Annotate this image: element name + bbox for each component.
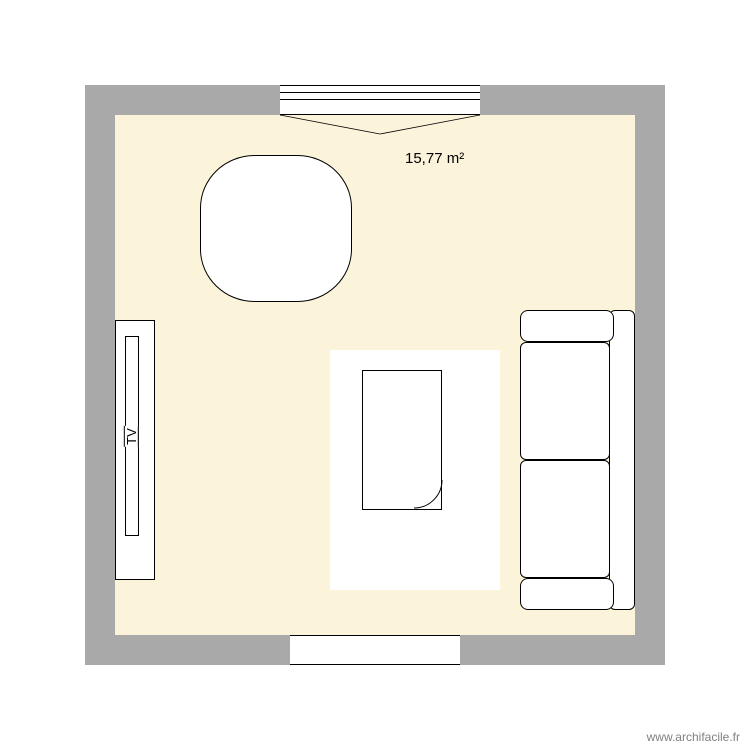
tv-label: TV bbox=[124, 426, 139, 447]
sofa bbox=[520, 310, 635, 610]
watermark: www.archifacile.fr bbox=[647, 730, 740, 744]
sofa-arm-top bbox=[520, 310, 614, 342]
wall-left bbox=[85, 85, 115, 665]
sofa-arm-bottom bbox=[520, 578, 614, 610]
sofa-seat-1 bbox=[520, 342, 610, 460]
coffee-table-door-arc bbox=[414, 468, 454, 510]
bottom-door-opening bbox=[290, 635, 460, 665]
floorplan-canvas: 15,77 m² TV www.archifacile.fr bbox=[0, 0, 750, 750]
top-window bbox=[280, 85, 480, 115]
round-table bbox=[200, 155, 352, 302]
sofa-back bbox=[609, 310, 635, 610]
room-area-label: 15,77 m² bbox=[405, 150, 464, 167]
sofa-seat-2 bbox=[520, 460, 610, 578]
wall-right bbox=[635, 85, 665, 665]
